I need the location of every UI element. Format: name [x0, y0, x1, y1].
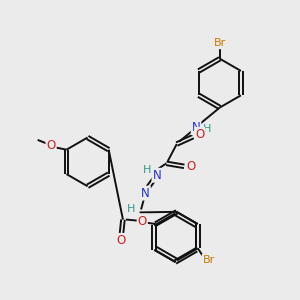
Text: H: H	[127, 204, 136, 214]
Text: Br: Br	[203, 255, 215, 265]
Text: O: O	[138, 214, 147, 227]
Text: N: N	[192, 121, 200, 134]
Text: N: N	[152, 169, 161, 182]
Text: O: O	[195, 128, 204, 141]
Text: O: O	[116, 234, 125, 247]
Text: N: N	[141, 187, 150, 200]
Text: O: O	[186, 160, 195, 173]
Text: H: H	[203, 124, 212, 134]
Text: O: O	[46, 139, 56, 152]
Text: H: H	[143, 165, 151, 175]
Text: Br: Br	[214, 38, 226, 48]
